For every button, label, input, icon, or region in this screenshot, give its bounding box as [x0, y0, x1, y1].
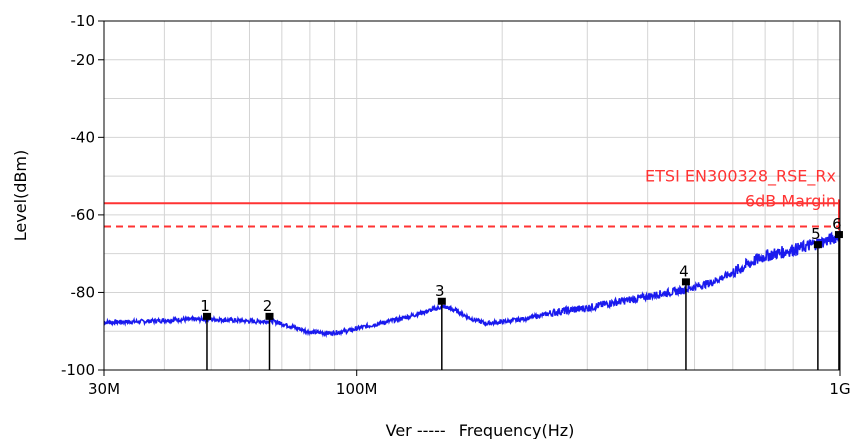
- y-tick-label: -20: [71, 51, 96, 69]
- marker-square: [202, 312, 211, 320]
- marker-square: [437, 297, 446, 305]
- marker-label: 5: [811, 225, 821, 243]
- marker-square: [834, 231, 843, 239]
- limit-label: 6dB Margin: [745, 192, 836, 211]
- x-axis-label-text: Frequency(Hz): [459, 421, 575, 439]
- marker-square: [813, 241, 822, 249]
- limit-lines: ETSI EN300328_RSE_Rx 6dB Margin: [104, 166, 840, 231]
- marker-label: 1: [200, 297, 210, 315]
- marker-label: 4: [679, 262, 689, 280]
- x-tick-label: 100M: [336, 380, 378, 398]
- x-axis-label: Ver ----- Frequency(Hz): [386, 421, 575, 439]
- peak-markers: 1 2 3 4 56: [200, 215, 843, 370]
- x-tick-label: 30M: [88, 380, 120, 398]
- y-tick-label: -40: [71, 128, 96, 146]
- y-tick-label: -80: [71, 283, 96, 301]
- marker-square: [681, 278, 690, 286]
- series-layer: [103, 230, 841, 339]
- series-line: [103, 230, 841, 339]
- y-axis-label: Level(dBm): [11, 150, 30, 241]
- y-tick-label: -10: [71, 12, 96, 30]
- grid-lines: [103, 20, 841, 371]
- y-tick-label: -100: [61, 361, 95, 379]
- marker-label: 6: [832, 215, 842, 233]
- marker-label: 3: [435, 282, 445, 300]
- plot-frame: [103, 20, 841, 371]
- x-axis-label-prefix: Ver -----: [386, 421, 446, 439]
- marker-label: 2: [263, 297, 273, 315]
- y-tick-label: -60: [71, 206, 96, 224]
- limit-label: ETSI EN300328_RSE_Rx: [645, 166, 836, 186]
- marker-square: [265, 312, 274, 320]
- x-tick-label: 1G: [829, 380, 850, 398]
